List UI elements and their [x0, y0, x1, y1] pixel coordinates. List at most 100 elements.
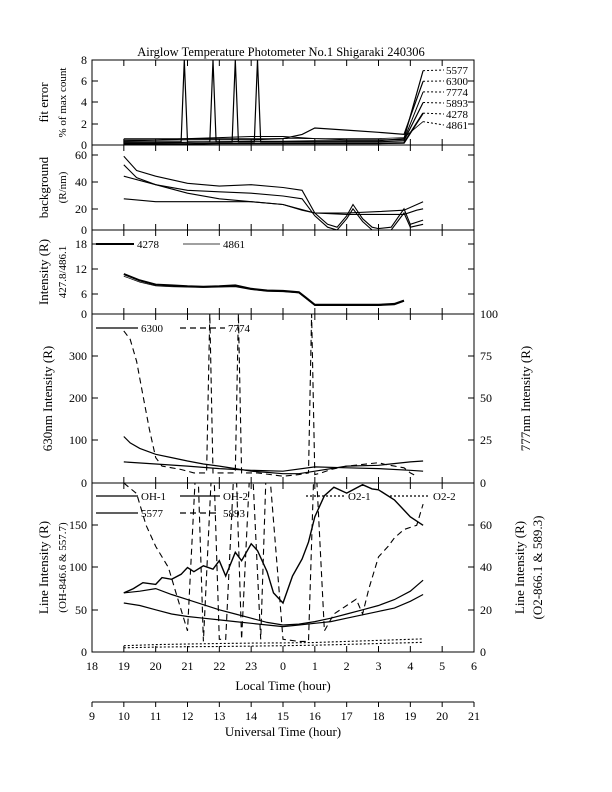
legend-label-4861: 4861	[446, 120, 468, 132]
legend-leader	[422, 121, 445, 126]
series-line-a	[123, 155, 424, 230]
x-tick-label-ut: 15	[277, 709, 289, 723]
x-tick-label-ut: 12	[182, 709, 194, 723]
panel-fit-error: 8 6 4 2 0 fit error % of max count 557763007774…	[36, 53, 475, 152]
y-tick-label: 0	[81, 645, 87, 659]
y-right-tick-label: 40	[480, 560, 492, 574]
series-line-4278	[123, 112, 424, 145]
x-tick-label-ut: 10	[118, 709, 130, 723]
series-line-5893	[123, 60, 424, 143]
y-tick-label: 2	[81, 117, 87, 131]
x-tick-label-lt: 4	[407, 659, 413, 673]
x-tick-label-ut: 11	[150, 709, 162, 723]
x-tick-label-lt: 2	[344, 659, 350, 673]
y-axis-label-2: % of max count	[57, 68, 69, 138]
y-tick-label: 4	[81, 95, 87, 109]
legend-label-7774: 7774	[446, 87, 469, 99]
x-tick-label-lt: 6	[471, 659, 477, 673]
x-tick-label-ut: 20	[436, 709, 448, 723]
series-line-6300-b	[123, 461, 424, 472]
y-tick-label: 60	[75, 148, 87, 162]
legend-label-OH-2: OH-2	[223, 491, 248, 503]
y-tick-label: 200	[69, 391, 87, 405]
y-right-tick-label: 50	[480, 391, 492, 405]
y-tick-label: 0	[81, 138, 87, 152]
series-line-4278	[123, 273, 405, 306]
legend-label-5893: 5893	[223, 508, 246, 520]
series-line-5577	[123, 483, 424, 605]
y-tick-label: 100	[69, 433, 87, 447]
legend-label-OH-1: OH-1	[141, 491, 166, 503]
x-tick-label-lt: 0	[280, 659, 286, 673]
panel-oxygen-lines: 300 200 100 0 100 75 50 25 0 630nm Intensity (R) 7…	[40, 307, 533, 490]
x-axis-label-lt: Local Time (hour)	[235, 678, 330, 693]
x-tick-label-lt: 21	[182, 659, 194, 673]
series-group	[123, 273, 405, 307]
x-tick-label-ut: 16	[309, 709, 321, 723]
y-tick-label: 0	[81, 307, 87, 321]
series-group	[123, 60, 424, 145]
series-group	[123, 155, 424, 230]
x-tick-label-ut: 19	[404, 709, 416, 723]
legend-label-4278: 4278	[446, 109, 469, 121]
legend-leader	[423, 112, 445, 115]
series-line-OH-2	[123, 593, 424, 628]
y-axis-label: Line Intensity (R)	[36, 521, 51, 614]
y-tick-label: 0	[81, 476, 87, 490]
y-tick-label: 6	[81, 74, 87, 88]
y-tick-label: 8	[81, 53, 87, 67]
series-line-O2-2	[123, 641, 424, 649]
legend-label-6300: 6300	[446, 76, 469, 88]
y-tick-label: 6	[81, 287, 87, 301]
y-right-tick-label: 75	[480, 349, 492, 363]
y-right-axis-label-2: (O2-866.1 & 589.3)	[530, 516, 545, 620]
series-line-5893	[123, 483, 424, 642]
x-tick-label-ut: 14	[245, 709, 257, 723]
y-right-tick-label: 100	[480, 307, 498, 321]
x-tick-label-lt: 22	[213, 659, 225, 673]
x-tick-label-lt: 23	[245, 659, 257, 673]
y-right-tick-label: 25	[480, 433, 492, 447]
x-tick-label-ut: 17	[341, 709, 353, 723]
legend-label-O2-1: O2-1	[348, 491, 371, 503]
panel-background: 60 40 20 0 background (R/nm)	[36, 144, 475, 237]
x-axis-label-ut: Universal Time (hour)	[225, 724, 341, 739]
series-group	[123, 483, 424, 649]
y-right-tick-label: 0	[480, 476, 486, 490]
x-tick-label-ut: 18	[373, 709, 385, 723]
series-line-O2-1	[123, 638, 424, 647]
legend-leader	[423, 69, 445, 72]
series-line-4861	[123, 275, 405, 307]
y-axis-label: 630nm Intensity (R)	[40, 346, 55, 451]
y-axis-label: fit error	[36, 82, 51, 123]
y-axis-label-2: (OH-846.6 & 557.7)	[57, 522, 69, 613]
y-tick-label: 50	[75, 603, 87, 617]
legend-label-4861: 4861	[223, 239, 245, 251]
y-tick-label: 100	[69, 560, 87, 574]
legend-label-5577: 5577	[446, 65, 469, 77]
legend-leader	[423, 102, 445, 104]
legend-label-6300: 6300	[141, 323, 164, 335]
x-tick-label-ut: 21	[468, 709, 480, 723]
y-tick-label: 150	[69, 518, 87, 532]
chart-title: Airglow Temperature Photometer No.1 Shig…	[137, 45, 425, 59]
y-right-tick-label: 0	[480, 645, 486, 659]
x-tick-label-lt: 20	[150, 659, 162, 673]
series-line-7774	[123, 314, 417, 477]
x-tick-label-lt: 18	[86, 659, 98, 673]
series-line-b	[123, 164, 424, 230]
x-tick-label-lt: 1	[312, 659, 318, 673]
x-tick-label-lt: 3	[376, 659, 382, 673]
x-tick-label-lt: 19	[118, 659, 130, 673]
y-axis-label: background	[36, 156, 51, 218]
series-line-4861	[123, 121, 424, 140]
panel-frame	[91, 59, 475, 146]
series-group	[123, 314, 424, 477]
legend-label-5893: 5893	[446, 98, 469, 110]
y-tick-label: 40	[75, 175, 87, 189]
y-axis-label-2: 427.8/486.1	[57, 246, 69, 299]
legend-label-7774: 7774	[228, 323, 251, 335]
y-axis-label: Intensity (R)	[36, 239, 51, 305]
y-right-tick-label: 60	[480, 518, 492, 532]
